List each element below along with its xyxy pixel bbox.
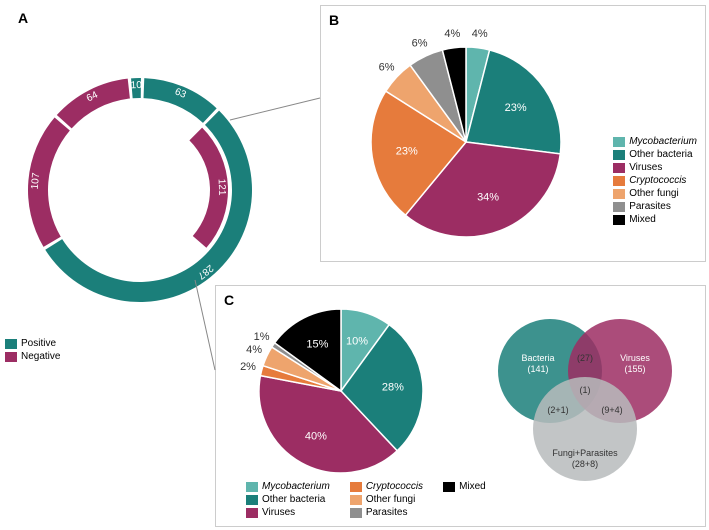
pie-slice-label: 10% [346,335,368,347]
legend-label: Cryptococcis [366,481,423,492]
donut-seg-label: 107 [30,172,42,190]
legend-item: Viruses [613,162,697,173]
legend-label: Mycobacterium [262,481,330,492]
legend-label: Viruses [262,507,295,518]
panel-c-legend: Mycobacterium Other bacteria Viruses Crypto… [246,481,486,520]
legend-positive: Positive [5,338,60,349]
pie-slice-label: 15% [306,339,328,351]
venn-circle-label: Fungi+Parasites [552,448,618,458]
panel-a-label: A [18,10,28,26]
legend-label: Other fungi [366,494,415,505]
panel-c-venn: Bacteria(141) Viruses(155) Fungi+Parasites… [470,301,700,501]
legend-swatch [350,482,362,492]
legend-swatch [350,508,362,518]
legend-column: Cryptococcis Other fungi Parasites [350,481,423,520]
pie-slice-label: 6% [412,37,428,49]
legend-item: Parasites [613,201,697,212]
panel-c-label: C [224,292,234,308]
venn-circle-count: (28+8) [572,459,598,469]
pie-slice-label: 28% [382,382,404,394]
panel-c-box: C 10% 28% 40% 2% 4%1% 15% Mycobacterium Other … [215,285,706,527]
legend-item: Parasites [350,507,423,518]
legend-item: Other fungi [350,494,423,505]
legend-label: Mixed [629,214,656,225]
legend-label: Positive [21,338,56,349]
legend-label: Other fungi [629,188,678,199]
legend-swatch [443,482,455,492]
panel-b-box: B 4% 23% 34% 23% 6% 6% 4% Mycobacterium Other b… [320,5,706,262]
pie-slice-label: 1% [254,331,270,343]
legend-swatch [613,215,625,225]
legend-swatch [613,202,625,212]
donut-outer-seg [144,78,217,123]
legend-swatch [246,508,258,518]
legend-column: Mycobacterium Other bacteria Viruses [246,481,330,520]
legend-item: Other bacteria [246,494,330,505]
legend-item: Mycobacterium [246,481,330,492]
legend-swatch [246,482,258,492]
legend-item: Mycobacterium [613,136,697,147]
legend-label: Viruses [629,162,662,173]
legend-item: Cryptococcis [613,175,697,186]
pie-slice-label: 4% [444,28,460,40]
legend-swatch [5,339,17,349]
panel-a-legend: Positive Negative [5,338,60,364]
pie-slice-label: 34% [477,192,499,204]
panel-c-pie: 10% 28% 40% 2% 4%1% 15% [236,296,446,486]
legend-item: Mixed [613,214,697,225]
venn-circle-label: Viruses [620,353,650,363]
pie-slice-label: 40% [305,430,327,442]
legend-swatch [613,163,625,173]
pie-slice-label: 23% [505,102,527,114]
panel-b-label: B [329,12,339,28]
pie-slice-label: 2% [240,361,256,373]
venn-circle-label: Bacteria [521,353,554,363]
venn-intersection: (27) [577,353,593,363]
pie-slice-label: 6% [379,61,395,73]
legend-label: Negative [21,351,60,362]
legend-item: Cryptococcis [350,481,423,492]
donut-outer-seg [57,79,130,129]
panel-b-legend: Mycobacterium Other bacteria Viruses Crypto… [613,136,697,227]
venn-circle-count: (155) [624,364,645,374]
legend-item: Viruses [246,507,330,518]
legend-swatch [613,137,625,147]
panel-b-pie: 4% 23% 34% 23% 6% 6% 4% [351,24,581,254]
legend-negative: Negative [5,351,60,362]
legend-label: Parasites [366,507,408,518]
venn-circle-count: (141) [527,364,548,374]
donut-seg-label: 121 [216,179,228,197]
venn-intersection: (2+1) [547,405,568,415]
venn-intersection: (9+4) [601,405,622,415]
legend-item: Other fungi [613,188,697,199]
legend-label: Other bacteria [262,494,325,505]
donut-seg-label: 10 [130,80,142,91]
legend-swatch [350,495,362,505]
pie-slice-label: 23% [396,145,418,157]
legend-label: Mycobacterium [629,136,697,147]
legend-swatch [613,176,625,186]
venn-intersection: (1) [580,385,591,395]
legend-swatch [613,150,625,160]
pie-slice-label: 4% [246,344,262,356]
legend-item: Other bacteria [613,149,697,160]
legend-swatch [246,495,258,505]
pie-slice-label: 4% [472,28,488,40]
legend-label: Other bacteria [629,149,692,160]
legend-swatch [613,189,625,199]
legend-swatch [5,352,17,362]
legend-label: Parasites [629,201,671,212]
legend-label: Cryptococcis [629,175,686,186]
